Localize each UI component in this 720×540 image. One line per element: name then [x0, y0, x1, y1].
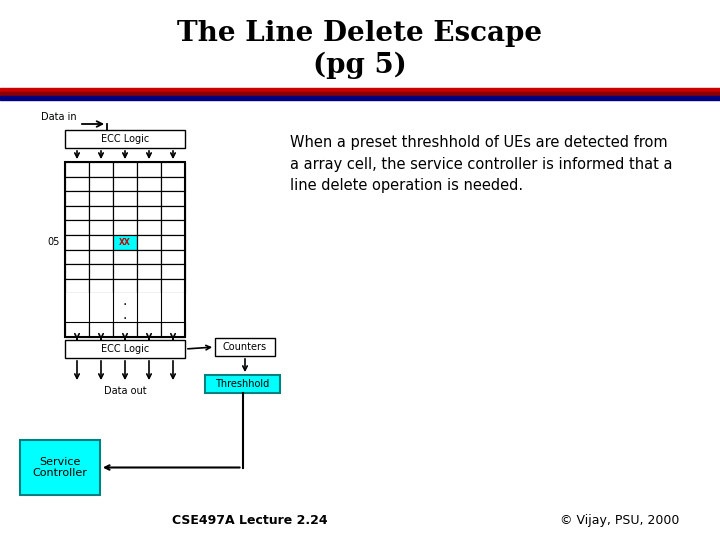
Bar: [161, 177, 185, 191]
Bar: [65, 177, 89, 191]
Bar: [161, 162, 185, 177]
Bar: [113, 206, 137, 220]
Bar: [89, 293, 113, 308]
Bar: [0, 96, 720, 100]
Bar: [65, 340, 185, 358]
Text: Counters: Counters: [223, 342, 267, 352]
Bar: [161, 249, 185, 264]
Bar: [65, 308, 89, 322]
Bar: [65, 279, 89, 293]
Bar: [65, 162, 89, 177]
Bar: [161, 191, 185, 206]
Bar: [113, 162, 137, 177]
Bar: [65, 293, 89, 308]
Bar: [65, 162, 185, 337]
Bar: [65, 220, 89, 235]
Text: CSE497A Lecture 2.24: CSE497A Lecture 2.24: [172, 514, 328, 527]
Text: (pg 5): (pg 5): [313, 52, 407, 79]
Bar: [137, 177, 161, 191]
Text: © Vijay, PSU, 2000: © Vijay, PSU, 2000: [560, 514, 680, 527]
Bar: [137, 293, 161, 308]
Bar: [65, 130, 185, 148]
Bar: [89, 264, 113, 279]
Text: ECC Logic: ECC Logic: [101, 134, 149, 144]
Bar: [205, 375, 280, 393]
Bar: [113, 279, 137, 293]
Bar: [89, 279, 113, 293]
Bar: [161, 235, 185, 249]
Bar: [161, 220, 185, 235]
Text: .: .: [123, 294, 127, 308]
Bar: [137, 249, 161, 264]
Bar: [215, 338, 275, 356]
Bar: [161, 279, 185, 293]
Bar: [89, 308, 113, 322]
Bar: [65, 322, 89, 337]
Text: 05: 05: [48, 237, 60, 247]
Bar: [113, 177, 137, 191]
Bar: [113, 191, 137, 206]
Bar: [0, 88, 720, 92]
Bar: [20, 440, 100, 495]
Text: XX: XX: [119, 238, 131, 247]
Text: .: .: [123, 308, 127, 322]
Bar: [161, 264, 185, 279]
Bar: [89, 177, 113, 191]
Bar: [137, 308, 161, 322]
Bar: [137, 279, 161, 293]
Bar: [137, 162, 161, 177]
Bar: [113, 249, 137, 264]
Text: Data out: Data out: [104, 386, 146, 396]
Bar: [113, 322, 137, 337]
Text: Service
Controller: Service Controller: [32, 457, 87, 478]
Bar: [89, 162, 113, 177]
Bar: [89, 249, 113, 264]
Bar: [137, 264, 161, 279]
Bar: [113, 293, 137, 308]
Bar: [137, 220, 161, 235]
Bar: [89, 235, 113, 249]
Bar: [161, 293, 185, 308]
Bar: [113, 235, 137, 249]
Text: When a preset threshhold of UEs are detected from
a array cell, the service cont: When a preset threshhold of UEs are dete…: [290, 135, 672, 193]
Bar: [137, 206, 161, 220]
Bar: [161, 206, 185, 220]
Text: Threshhold: Threshhold: [215, 379, 269, 389]
Bar: [113, 220, 137, 235]
Text: The Line Delete Escape: The Line Delete Escape: [177, 20, 543, 47]
Bar: [89, 322, 113, 337]
Bar: [65, 235, 89, 249]
Bar: [161, 308, 185, 322]
Bar: [89, 191, 113, 206]
Bar: [89, 206, 113, 220]
Text: Data in: Data in: [41, 112, 77, 122]
Bar: [65, 191, 89, 206]
Bar: [161, 322, 185, 337]
Bar: [137, 191, 161, 206]
Bar: [89, 220, 113, 235]
Bar: [137, 322, 161, 337]
Bar: [65, 264, 89, 279]
Bar: [65, 206, 89, 220]
Bar: [137, 235, 161, 249]
Bar: [0, 92, 720, 96]
Bar: [65, 249, 89, 264]
Text: ECC Logic: ECC Logic: [101, 344, 149, 354]
Bar: [113, 308, 137, 322]
Bar: [113, 264, 137, 279]
